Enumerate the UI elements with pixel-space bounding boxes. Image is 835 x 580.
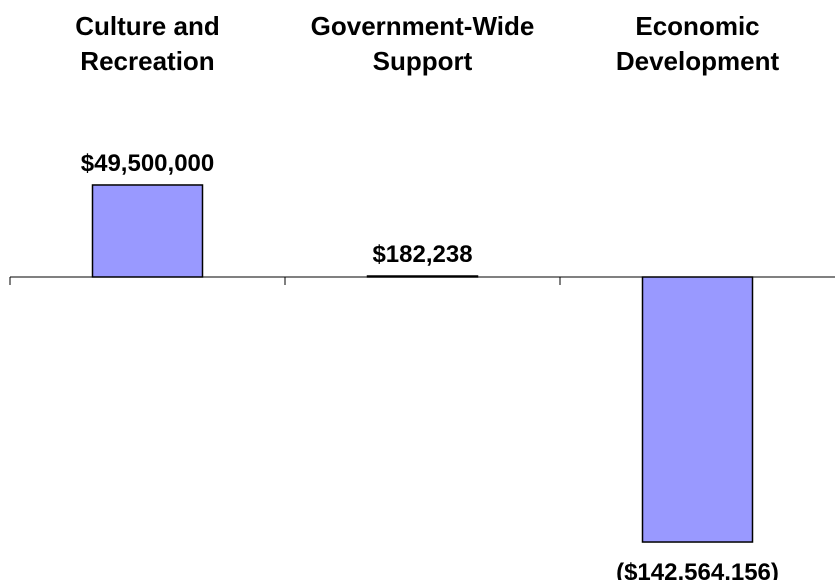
category-label: Recreation xyxy=(80,46,214,76)
category-label: Economic xyxy=(635,11,759,41)
bar xyxy=(641,276,754,543)
category-label: Development xyxy=(616,46,780,76)
category-label: Government-Wide xyxy=(311,11,535,41)
data-labels: $49,500,000 $182,238 ($142,564,156) xyxy=(81,150,779,580)
category-label: Support xyxy=(373,46,473,76)
data-label: $49,500,000 xyxy=(81,150,214,177)
bars xyxy=(91,184,754,543)
x-axis xyxy=(9,276,835,285)
data-label: $182,238 xyxy=(372,241,472,268)
category-labels: Culture and Recreation Government-Wide Supp… xyxy=(75,11,779,76)
category-label: Culture and xyxy=(75,11,219,41)
data-label: ($142,564,156) xyxy=(616,559,779,580)
bar xyxy=(91,184,204,278)
